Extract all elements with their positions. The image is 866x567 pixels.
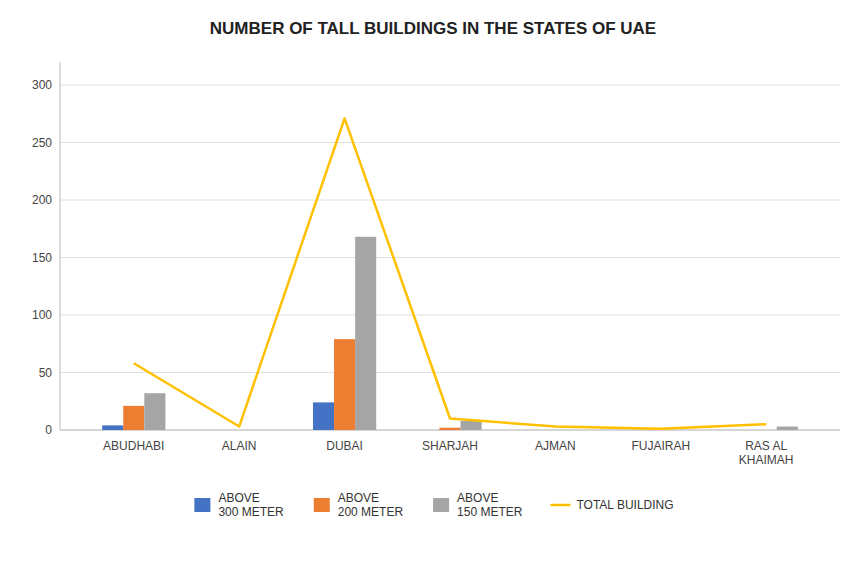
y-tick-label: 250: [32, 136, 52, 150]
grid-line: [60, 315, 840, 316]
legend-swatch: [433, 498, 449, 512]
y-tick-label: 100: [32, 308, 52, 322]
x-tick-label: RAS ALKHAIMAH: [739, 439, 794, 467]
legend-swatch: [314, 498, 330, 512]
legend-item: ABOVE300 METER: [194, 491, 284, 519]
grid-line: [60, 257, 840, 258]
bar: [735, 430, 756, 431]
bar: [208, 430, 229, 431]
bar: [334, 339, 355, 430]
bar: [355, 237, 376, 430]
x-tick-label: DUBAI: [326, 439, 363, 453]
bar: [250, 430, 271, 431]
legend-label: TOTAL BUILDING: [576, 498, 673, 512]
chart-svg: NUMBER OF TALL BUILDINGS IN THE STATES O…: [0, 0, 866, 567]
x-axis: ABUDHABI ALAIN DUBAI SHARJAH AJMAN FUJAIRAH RA…: [103, 439, 793, 467]
y-axis: 0 50 100 150 200 250 300: [32, 78, 840, 437]
legend-item: ABOVE150 METER: [433, 491, 523, 519]
grid-line: [60, 142, 840, 143]
legend-item: TOTAL BUILDING: [550, 498, 673, 512]
x-tick-label: ABUDHABI: [103, 439, 164, 453]
bar: [229, 430, 250, 431]
y-tick-label: 0: [45, 423, 52, 437]
grid-line: [60, 85, 840, 86]
bar: [313, 402, 334, 430]
bar: [545, 430, 566, 431]
bar: [439, 428, 460, 430]
y-tick-label: 50: [39, 366, 53, 380]
legend-label: ABOVE200 METER: [338, 491, 404, 519]
y-tick-label: 300: [32, 78, 52, 92]
bar: [144, 393, 165, 430]
x-tick-label: ALAIN: [222, 439, 257, 453]
y-axis-line: [60, 62, 61, 430]
plot-area: [102, 118, 798, 430]
bar: [671, 430, 692, 431]
bar: [756, 430, 777, 431]
title: NUMBER OF TALL BUILDINGS IN THE STATES O…: [210, 19, 656, 38]
legend-swatch: [194, 498, 210, 512]
bar: [566, 430, 587, 431]
x-tick-label: FUJAIRAH: [631, 439, 690, 453]
bar: [102, 425, 123, 430]
x-tick-label: AJMAN: [535, 439, 576, 453]
x-tick-label: SHARJAH: [422, 439, 478, 453]
bar: [123, 406, 144, 430]
legend-label: ABOVE300 METER: [218, 491, 284, 519]
chart-container: NUMBER OF TALL BUILDINGS IN THE STATES O…: [0, 0, 866, 567]
y-tick-label: 150: [32, 251, 52, 265]
legend-item: ABOVE200 METER: [314, 491, 404, 519]
grid-line: [60, 200, 840, 201]
legend-swatch: [550, 504, 570, 507]
legend-label: ABOVE150 METER: [457, 491, 523, 519]
y-tick-label: 200: [32, 193, 52, 207]
grid-line: [60, 372, 840, 373]
bar: [418, 430, 439, 431]
bar: [777, 427, 798, 430]
bar: [524, 430, 545, 431]
line: [134, 118, 766, 429]
bar: [461, 421, 482, 430]
legend: ABOVE300 METER ABOVE200 METER ABOVE150 MET…: [194, 491, 673, 519]
